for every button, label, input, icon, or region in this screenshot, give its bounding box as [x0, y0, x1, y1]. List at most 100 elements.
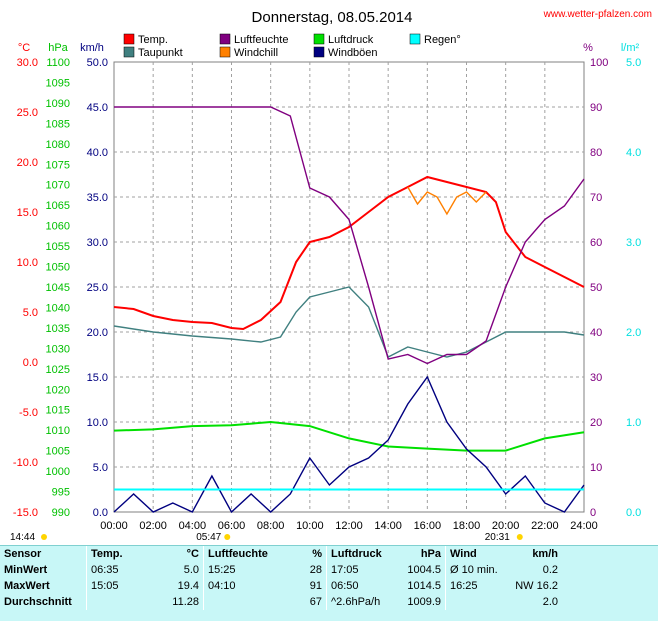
- humidity-tick-label: 70: [590, 192, 602, 204]
- rain-tick-label: 3.0: [626, 237, 641, 249]
- stats-row-min: MinWert 06:35 5.0 15:25 28 17:05 1004.5 …: [0, 562, 562, 578]
- statistics-table: Sensor Temp. °C Luftfeuchte % Luftdruck …: [0, 546, 562, 610]
- cell: ^2.6hPa/h: [326, 594, 393, 610]
- temp-tick-label: 15.0: [17, 207, 38, 219]
- daylight-icon: [41, 534, 47, 540]
- cell: 06:50: [326, 578, 393, 594]
- sunset-icon: [516, 534, 523, 540]
- cell: 5.0: [183, 564, 199, 576]
- cell: 1004.5: [407, 564, 441, 576]
- pressure-tick-label: 1040: [46, 302, 70, 314]
- rain-tick-label: 1.0: [626, 417, 641, 429]
- cell: 28: [309, 564, 322, 576]
- humidity-tick-label: 30: [590, 372, 602, 384]
- col-temp: Temp.: [86, 546, 135, 562]
- wind-tick-label: 40.0: [87, 147, 108, 159]
- pressure-unit-label: hPa: [48, 42, 68, 54]
- x-tick-label: 14:00: [374, 520, 402, 532]
- humidity-tick-label: 0: [590, 507, 596, 519]
- wind-tick-label: 15.0: [87, 372, 108, 384]
- temp-tick-label: -10.0: [13, 457, 38, 469]
- humidity-tick-label: 10: [590, 462, 602, 474]
- chart-legend: Temp. Luftfeuchte Luftdruck Regen° Taupunkt W…: [123, 33, 461, 59]
- cell: 04:10: [203, 578, 278, 594]
- pressure-tick-label: 1080: [46, 139, 70, 151]
- x-tick-label: 06:00: [218, 520, 246, 532]
- x-tick-label: 10:00: [296, 520, 324, 532]
- humidity-tick-label: 100: [590, 57, 608, 69]
- x-tick-label: 08:00: [257, 520, 285, 532]
- sunrise-icon: [224, 534, 231, 540]
- pressure-tick-label: 1005: [46, 446, 70, 458]
- col-sensor: Sensor: [4, 548, 42, 560]
- wind-unit-label: km/h: [80, 42, 104, 54]
- humidity-tick-label: 50: [590, 282, 602, 294]
- cell: 17:05: [326, 562, 393, 578]
- pressure-tick-label: 1085: [46, 118, 70, 130]
- legend-label: Windböen: [328, 47, 378, 59]
- temp-tick-label: 0.0: [23, 357, 38, 369]
- row-label: MinWert: [4, 564, 48, 576]
- pressure-tick-label: 1045: [46, 282, 70, 294]
- x-tick-label: 02:00: [139, 520, 167, 532]
- sunset-label: 20:31: [485, 532, 510, 543]
- wind-tick-label: 20.0: [87, 327, 108, 339]
- series-line-taupunkt: [113, 286, 585, 358]
- row-label: MaxWert: [4, 580, 50, 592]
- legend-label: Regen°: [424, 34, 461, 46]
- wind-tick-label: 30.0: [87, 237, 108, 249]
- sun-markers: 05:47 20:31 14:44: [10, 532, 523, 543]
- wind-tick-label: 50.0: [87, 57, 108, 69]
- cell: 15:05: [86, 578, 135, 594]
- pressure-tick-label: 1065: [46, 200, 70, 212]
- x-tick-label: 04:00: [179, 520, 207, 532]
- pressure-tick-label: 1090: [46, 98, 70, 110]
- rain-tick-label: 2.0: [626, 327, 641, 339]
- cell: [203, 594, 278, 610]
- temp-tick-label: 25.0: [17, 107, 38, 119]
- pressure-tick-label: 1025: [46, 364, 70, 376]
- legend-label: Windchill: [234, 47, 278, 59]
- cell: [86, 594, 135, 610]
- pressure-tick-label: 1015: [46, 405, 70, 417]
- pressure-tick-label: 1070: [46, 180, 70, 192]
- col-humidity-unit: %: [312, 548, 322, 560]
- cell: 2.0: [542, 596, 558, 608]
- x-tick-label: 20:00: [492, 520, 520, 532]
- cell: 1009.9: [407, 596, 441, 608]
- rain-tick-label: 5.0: [626, 57, 641, 69]
- stats-header-row: Sensor Temp. °C Luftfeuchte % Luftdruck …: [0, 546, 562, 562]
- pressure-tick-label: 1100: [46, 57, 70, 69]
- x-tick-label: 18:00: [453, 520, 481, 532]
- cell: Ø 10 min.: [445, 562, 504, 578]
- temp-tick-label: 5.0: [23, 307, 38, 319]
- chart-title: Donnerstag, 08.05.2014: [252, 9, 413, 26]
- cell: 06:35: [86, 562, 135, 578]
- pressure-tick-label: 1030: [46, 343, 70, 355]
- pressure-tick-label: 1095: [46, 77, 70, 89]
- axis-units: °C hPa km/h% l/m²: [18, 42, 640, 54]
- stats-row-max: MaxWert 15:05 19.4 04:10 91 06:50 1014.5…: [0, 578, 562, 594]
- site-url[interactable]: www.wetter-pfalzen.com: [543, 9, 652, 20]
- cell: 19.4: [177, 580, 199, 592]
- axis-ticks: 00:00 02:00 04:00 06:00 08:00 10:00 12:00 14:00…: [13, 57, 641, 532]
- series-line-luftfeuchte: [114, 106, 585, 365]
- rain-unit-label: l/m²: [621, 42, 640, 54]
- rain-tick-label: 0.0: [626, 507, 641, 519]
- temp-tick-label: 30.0: [17, 57, 38, 69]
- humidity-tick-label: 80: [590, 147, 602, 159]
- x-tick-label: 12:00: [335, 520, 363, 532]
- legend-swatch: [313, 46, 325, 58]
- wind-tick-label: 0.0: [93, 507, 108, 519]
- series-line-windben: [113, 375, 585, 514]
- humidity-tick-label: 60: [590, 237, 602, 249]
- pressure-tick-label: 1075: [46, 159, 70, 171]
- legend-swatch: [219, 46, 231, 58]
- legend-swatch: [123, 33, 135, 45]
- wind-tick-label: 10.0: [87, 417, 108, 429]
- pressure-tick-label: 995: [52, 487, 70, 499]
- x-tick-label: 00:00: [100, 520, 128, 532]
- cell: 0.2: [542, 564, 558, 576]
- pressure-tick-label: 990: [52, 507, 70, 519]
- wind-tick-label: 5.0: [93, 462, 108, 474]
